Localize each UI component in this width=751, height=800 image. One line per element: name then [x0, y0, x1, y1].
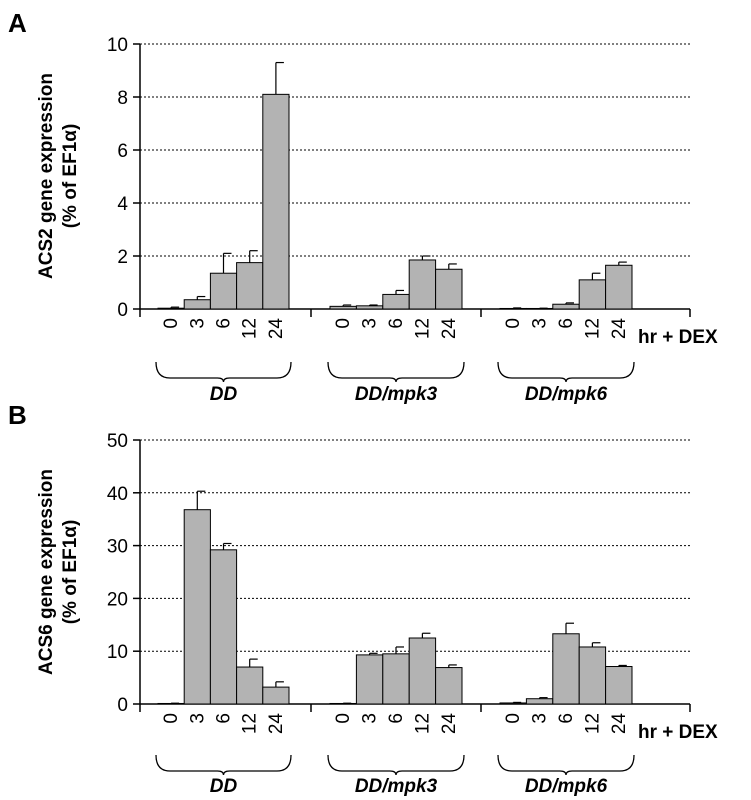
group-label: DD/mpk6	[525, 776, 608, 797]
x-tick-label: 12	[582, 713, 603, 734]
x-tick-label: 6	[386, 318, 407, 329]
bar	[183, 299, 211, 310]
group-bracket	[155, 754, 292, 776]
y-tick-label: 20	[107, 589, 128, 610]
x-tick-label: 3	[187, 713, 208, 724]
bar	[435, 667, 463, 705]
x-tick-label: 24	[609, 318, 630, 340]
x-tick-label: 6	[556, 318, 577, 329]
bar	[578, 646, 607, 705]
bar	[183, 509, 211, 705]
bar	[578, 279, 607, 310]
x-tick-label: 3	[360, 318, 381, 329]
bar	[382, 653, 410, 705]
bar	[552, 303, 580, 310]
y-axis-label-line: ACS2 gene expression	[36, 73, 57, 279]
x-tick-label: 12	[412, 713, 433, 734]
x-tick-label: 12	[240, 318, 261, 339]
bar	[435, 268, 463, 310]
y-tick-label: 50	[107, 431, 128, 452]
x-tick-label: 24	[266, 713, 287, 735]
y-tick-label: 10	[107, 35, 128, 56]
bar	[209, 549, 238, 705]
y-tick-label: 8	[117, 88, 128, 109]
x-tick-label: 24	[609, 713, 630, 735]
panel-label: B	[8, 400, 27, 430]
x-tick-label: 24	[439, 713, 460, 735]
panel-label: A	[8, 8, 27, 38]
x-tick-label: 3	[187, 318, 208, 329]
x-tick-label: 0	[161, 318, 182, 329]
y-axis-label-line: (% of EF1α)	[60, 124, 81, 229]
x-tick-label: 3	[530, 713, 551, 724]
x-tick-label: 0	[503, 713, 524, 724]
bar	[329, 305, 357, 310]
bar	[157, 307, 185, 310]
x-tick-label: 6	[214, 713, 235, 724]
bar	[525, 698, 554, 705]
x-tick-label: 6	[214, 318, 235, 329]
bar	[236, 666, 264, 705]
y-tick-label: 6	[117, 141, 128, 162]
x-tick-label: 0	[503, 318, 524, 329]
bar	[382, 293, 410, 310]
group-label: DD/mpk6	[525, 384, 608, 405]
bar	[355, 654, 384, 705]
bar	[236, 262, 264, 310]
bar	[499, 702, 527, 705]
y-tick-label: 2	[117, 247, 128, 268]
y-tick-label: 0	[117, 695, 128, 716]
bar	[262, 93, 290, 310]
x-tick-label: 24	[439, 318, 460, 340]
y-axis-label: ACS2 gene expression (% of EF1α)	[36, 73, 81, 279]
bar	[262, 686, 290, 705]
group-bracket	[497, 361, 635, 383]
x-axis-unit-label: hr + DEX	[638, 327, 718, 348]
y-axis-label-line: ACS6 gene expression	[36, 469, 57, 675]
group-bracket	[497, 754, 635, 776]
x-tick-label: 6	[556, 713, 577, 724]
bar	[209, 272, 238, 310]
bar	[499, 307, 527, 310]
group-label: DD	[210, 384, 238, 405]
group-label: DD/mpk3	[355, 776, 438, 797]
y-tick-label: 40	[107, 484, 128, 505]
bar	[408, 259, 437, 310]
y-tick-label: 10	[107, 642, 128, 663]
y-tick-label: 30	[107, 537, 128, 558]
y-tick-label: 0	[117, 300, 128, 321]
group-bracket	[327, 754, 465, 776]
x-tick-label: 12	[582, 318, 603, 339]
x-tick-label: 12	[240, 713, 261, 734]
x-tick-label: 24	[266, 318, 287, 340]
y-axis-label-line: (% of EF1α)	[60, 520, 81, 625]
y-tick-label: 4	[117, 194, 128, 215]
bar	[355, 305, 384, 310]
x-axis-unit-label: hr + DEX	[638, 722, 718, 743]
x-tick-label: 3	[360, 713, 381, 724]
x-tick-label: 0	[333, 318, 354, 329]
bar	[408, 637, 437, 705]
group-label: DD	[210, 776, 238, 797]
x-tick-label: 0	[161, 713, 182, 724]
group-bracket	[155, 361, 292, 383]
x-tick-label: 12	[412, 318, 433, 339]
bar	[605, 666, 633, 705]
x-tick-label: 6	[386, 713, 407, 724]
bar	[552, 633, 580, 705]
bar	[605, 264, 633, 310]
x-tick-label: 0	[333, 713, 354, 724]
x-tick-label: 3	[530, 318, 551, 329]
group-label: DD/mpk3	[355, 384, 438, 405]
y-axis-label: ACS6 gene expression (% of EF1α)	[36, 469, 81, 675]
group-bracket	[327, 361, 465, 383]
